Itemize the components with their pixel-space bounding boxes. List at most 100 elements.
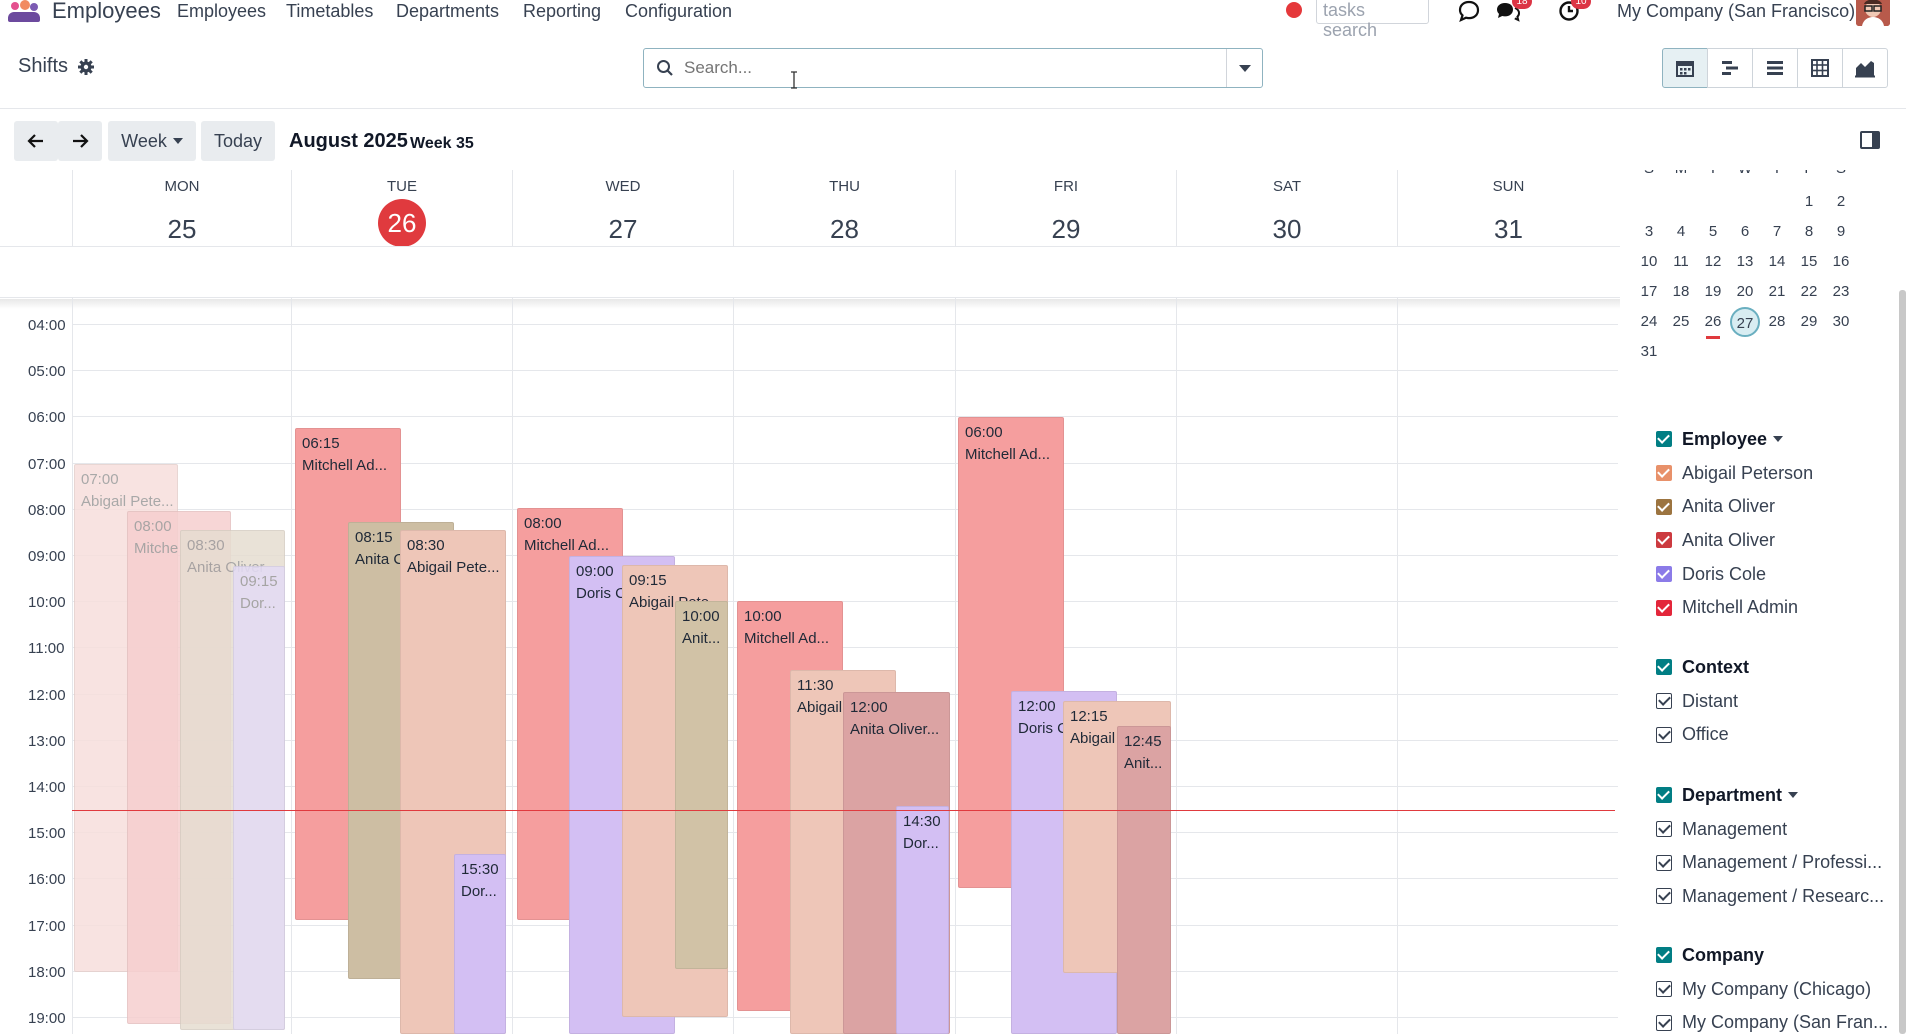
gantt-view-button[interactable]	[1707, 48, 1753, 88]
filter-item[interactable]: Mitchell Admin	[1656, 597, 1798, 619]
discuss-icon[interactable]	[1457, 0, 1483, 24]
filter-item[interactable]: Management	[1656, 818, 1787, 840]
mini-calendar-day[interactable]: 17	[1640, 283, 1658, 300]
mini-calendar-day[interactable]: 7	[1772, 223, 1782, 240]
checkbox-icon[interactable]	[1656, 532, 1672, 549]
messages-icon[interactable]: 18	[1495, 0, 1532, 24]
mini-calendar-day[interactable]: 20	[1736, 283, 1754, 300]
mini-calendar-day[interactable]: 23	[1832, 283, 1850, 300]
mini-calendar-day[interactable]: 13	[1736, 253, 1754, 270]
filter-item[interactable]: Doris Cole	[1656, 563, 1766, 585]
shift-event[interactable]: 14:30 Dor...	[896, 806, 949, 1034]
mini-calendar-day[interactable]: 11	[1673, 253, 1689, 270]
menu-configuration[interactable]: Configuration	[625, 1, 733, 21]
mini-calendar-day[interactable]: 19	[1704, 283, 1722, 300]
mini-calendar-day[interactable]: 26	[1698, 307, 1728, 339]
gear-icon[interactable]	[77, 58, 95, 76]
mini-calendar-day[interactable]: 28	[1768, 313, 1786, 330]
shift-event[interactable]: 09:15 Dor...	[233, 566, 285, 1030]
search-input[interactable]	[684, 55, 1204, 81]
mini-calendar-day[interactable]: 2	[1836, 193, 1846, 210]
pivot-view-button[interactable]	[1797, 48, 1843, 88]
checkbox-icon[interactable]	[1656, 566, 1672, 583]
checkbox-icon[interactable]	[1656, 431, 1672, 447]
checkbox-icon[interactable]	[1656, 787, 1672, 803]
filter-header-company[interactable]: Company	[1656, 944, 1764, 966]
mini-calendar-day[interactable]: 27	[1730, 307, 1760, 337]
app-brand[interactable]: Employees	[52, 0, 161, 23]
filter-item[interactable]: Anita Oliver	[1656, 496, 1775, 518]
menu-departments[interactable]: Departments	[396, 1, 500, 21]
day-header-thu[interactable]: THU 28	[733, 170, 955, 246]
filter-header-department[interactable]: Department	[1656, 784, 1799, 806]
filter-item[interactable]: Distant	[1656, 690, 1738, 712]
app-logo-icon[interactable]	[8, 0, 40, 22]
tasks-search-input[interactable]: tasks search	[1316, 0, 1429, 40]
menu-employees[interactable]: Employees	[177, 1, 267, 21]
list-view-button[interactable]	[1752, 48, 1798, 88]
filter-item[interactable]: My Company (Chicago)	[1656, 978, 1871, 1000]
checkbox-icon[interactable]	[1656, 888, 1672, 905]
checkbox-icon[interactable]	[1656, 981, 1672, 997]
today-button[interactable]: Today	[201, 121, 275, 161]
side-panel-toggle-icon[interactable]	[1860, 131, 1880, 149]
filter-header-context[interactable]: Context	[1656, 656, 1749, 678]
filter-item[interactable]: Anita Oliver	[1656, 529, 1775, 551]
checkbox-icon[interactable]	[1656, 659, 1672, 675]
shift-event[interactable]: 12:45 Anit...	[1117, 726, 1171, 1034]
checkbox-icon[interactable]	[1656, 465, 1672, 481]
day-header-tue[interactable]: TUE 26	[291, 170, 512, 247]
mini-calendar-day[interactable]: 8	[1804, 223, 1814, 240]
mini-calendar-day[interactable]: 1	[1804, 193, 1814, 210]
mini-calendar-day[interactable]: 12	[1704, 253, 1722, 270]
mini-calendar-day[interactable]: 30	[1832, 313, 1850, 330]
shift-event[interactable]: 10:00 Anit...	[675, 601, 728, 969]
calendar-view-button[interactable]	[1662, 48, 1708, 88]
checkbox-icon[interactable]	[1656, 854, 1672, 871]
filter-item[interactable]: My Company (San Fran...	[1656, 1012, 1888, 1034]
mini-calendar-day[interactable]: 22	[1800, 283, 1818, 300]
previous-button[interactable]	[14, 121, 58, 161]
filter-item[interactable]: Management / Researc...	[1656, 885, 1884, 907]
day-header-sat[interactable]: SAT 30	[1176, 170, 1397, 246]
menu-reporting[interactable]: Reporting	[523, 1, 602, 21]
mini-calendar-day[interactable]: 10	[1640, 253, 1658, 270]
filter-item[interactable]: Management / Professi...	[1656, 852, 1882, 874]
mini-calendar-day[interactable]: 31	[1640, 343, 1658, 360]
mini-calendar-day[interactable]: 9	[1836, 223, 1846, 240]
checkbox-icon[interactable]	[1656, 599, 1672, 616]
mini-calendar-day[interactable]: 4	[1676, 223, 1686, 240]
checkbox-icon[interactable]	[1656, 498, 1672, 515]
mini-calendar-day[interactable]: 14	[1768, 253, 1786, 270]
mini-calendar-day[interactable]: 5	[1708, 223, 1718, 240]
day-header-sun[interactable]: SUN 31	[1397, 170, 1619, 246]
mini-calendar-day[interactable]: 6	[1740, 223, 1750, 240]
filter-item[interactable]: Abigail Peterson	[1656, 462, 1813, 484]
checkbox-icon[interactable]	[1656, 947, 1672, 963]
mini-calendar-day[interactable]: 15	[1800, 253, 1818, 270]
next-button[interactable]	[58, 121, 102, 161]
menu-timetables[interactable]: Timetables	[286, 1, 374, 21]
checkbox-icon[interactable]	[1656, 1014, 1672, 1031]
checkbox-icon[interactable]	[1656, 726, 1672, 743]
mini-calendar-day[interactable]: 24	[1640, 313, 1658, 330]
mini-calendar-day[interactable]: 3	[1644, 223, 1654, 240]
activities-clock-icon[interactable]: 10	[1558, 0, 1591, 24]
filter-item[interactable]: Office	[1656, 724, 1729, 746]
all-day-row[interactable]	[0, 246, 1620, 298]
filter-header-employee[interactable]: Employee	[1656, 428, 1784, 450]
mini-calendar-day[interactable]: 21	[1768, 283, 1786, 300]
mini-calendar-day[interactable]: 16	[1832, 253, 1850, 270]
checkbox-icon[interactable]	[1656, 821, 1672, 837]
scale-dropdown[interactable]: Week	[108, 121, 196, 161]
graph-view-button[interactable]	[1842, 48, 1888, 88]
checkbox-icon[interactable]	[1656, 693, 1672, 709]
mini-calendar-day[interactable]: 18	[1672, 283, 1690, 300]
side-panel-scrollbar[interactable]	[1899, 290, 1906, 1034]
mini-calendar-day[interactable]: 25	[1672, 313, 1690, 330]
user-avatar[interactable]	[1856, 0, 1890, 26]
recording-dot-icon[interactable]	[1286, 2, 1302, 18]
company-switcher[interactable]: My Company (San Francisco)	[1617, 1, 1856, 21]
mini-calendar-day[interactable]: 29	[1800, 313, 1818, 330]
shift-event[interactable]: 15:30 Dor...	[454, 854, 506, 1034]
